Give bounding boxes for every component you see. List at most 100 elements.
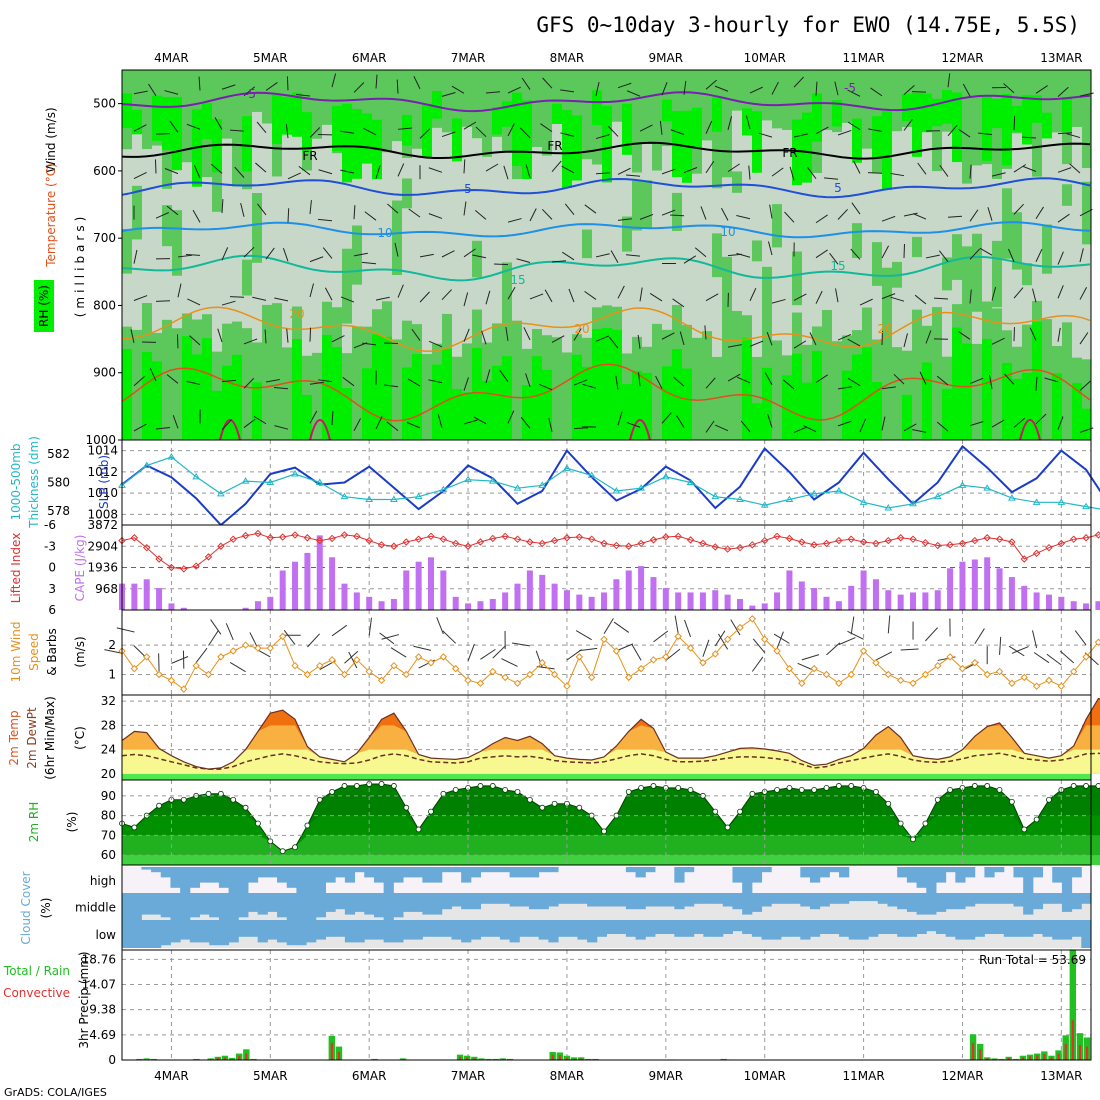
cloud-bar-low [151,920,162,948]
cloud-bar-high [684,867,695,873]
wind-barb [472,254,487,259]
li-point [427,532,435,541]
cloud-bar-middle [141,893,152,915]
wind-barb [769,204,773,219]
wind-barb [419,128,431,139]
cloud-bar-high [674,867,685,883]
precip-conv-bar [466,1057,469,1060]
rh-fill-cell [592,329,602,442]
date-label-top: 8MAR [550,51,585,65]
wind-barb [730,619,741,636]
wind-barb [670,129,685,135]
cape-bar [675,592,682,610]
wind10m-panel: 2 1 10m Wind Speed & Barbs (m/s) [9,609,1100,696]
rh-point [971,783,978,789]
wind10m-label-3: & Barbs [45,628,59,676]
rh-fill-cell [582,229,592,259]
rh-fill-cell [1022,263,1032,286]
cloud-bar-low [373,920,385,940]
temperature-contour-line [121,221,1091,239]
cloud-bar-high [751,867,763,883]
cape-bar [242,607,249,610]
cloud-bar-low [674,920,685,937]
wind-speed-point [958,664,967,673]
wind-barb [166,205,179,216]
wind-barb [255,162,267,173]
thickness-point [266,478,275,485]
cloud-bar-low [451,920,462,940]
wind-speed-point [303,670,312,679]
cape-bar [1045,594,1052,610]
precip-conv-bar [1071,1020,1074,1060]
rh-fill-cell [962,70,972,184]
rh-fill-cell [352,326,362,440]
wind-barb [887,615,891,634]
rh-fill-cell [992,98,1002,129]
wind-barb [551,260,566,263]
rh-fill-cell [852,70,862,159]
wind-barb [283,629,296,645]
li-point [983,534,991,542]
wind-speed-point [736,623,744,632]
wind-barb [177,283,182,298]
precip-conv-bar [993,1058,996,1060]
cape-bar [267,596,274,610]
rh-fill-cell [392,339,402,440]
rh-fill-cell [932,307,942,440]
wind-barb [353,252,368,257]
date-label-top: 9MAR [649,51,684,65]
cloud-bar-middle [238,893,249,918]
precip-tick-label: 0 [108,1053,116,1067]
rh-fill-cell [942,257,952,291]
li-point [822,539,831,548]
cloud-bar-low [277,920,288,943]
slp-tick-label: 1012 [87,465,118,479]
cape-bar [1021,585,1028,610]
wind-barb [773,633,790,644]
wind-barb [193,165,201,179]
wind-speed-point [884,670,893,679]
rh-fill-cell [1042,224,1052,274]
rh-point [341,783,348,789]
cape-bar [860,570,867,610]
rh-point [934,796,941,803]
wind10m-label-2: Speed [27,633,41,671]
li-point [785,534,794,543]
wind-barb [568,288,575,303]
thickness-point [736,495,744,502]
rh-fill-cell [122,228,132,274]
li-point [662,533,670,541]
wind-barb [437,414,443,428]
rh-fill-cell [412,354,422,450]
cloud-bar-high [209,867,220,883]
contour-label: FR [547,139,562,153]
rh-fill-cell [852,354,862,445]
wind-barb [917,162,927,175]
wind-axis-label: Wind (m/s) [44,107,58,172]
rh-fill-cell [522,100,532,180]
cloud-bar-middle [732,893,743,910]
wind-barb [890,296,905,302]
contour-label: 20 [877,322,892,336]
wind-barb [575,630,592,641]
slp-tick-label: 1008 [87,507,118,521]
wind-barb [1074,630,1087,646]
cape-bar [601,592,608,610]
wind-barb [638,372,641,387]
rh-fill-cell [452,70,462,161]
wind-barb [718,633,729,650]
rh-fill-60 [122,855,1100,865]
wind-barb [661,332,675,340]
wind-barb [463,419,478,425]
rh-fill-cell [1042,70,1052,134]
thickness-point [414,492,423,500]
rh-fill-cell [452,118,462,162]
rh-point [428,808,434,815]
cloud-bar-high [935,867,947,883]
wind-speed-point [513,679,522,687]
wind-barb [521,77,531,90]
cloud-bar-high [509,867,520,878]
rh-fill-cell [122,348,132,443]
wind-barb [829,252,839,265]
rh-fill-cell [232,70,242,187]
